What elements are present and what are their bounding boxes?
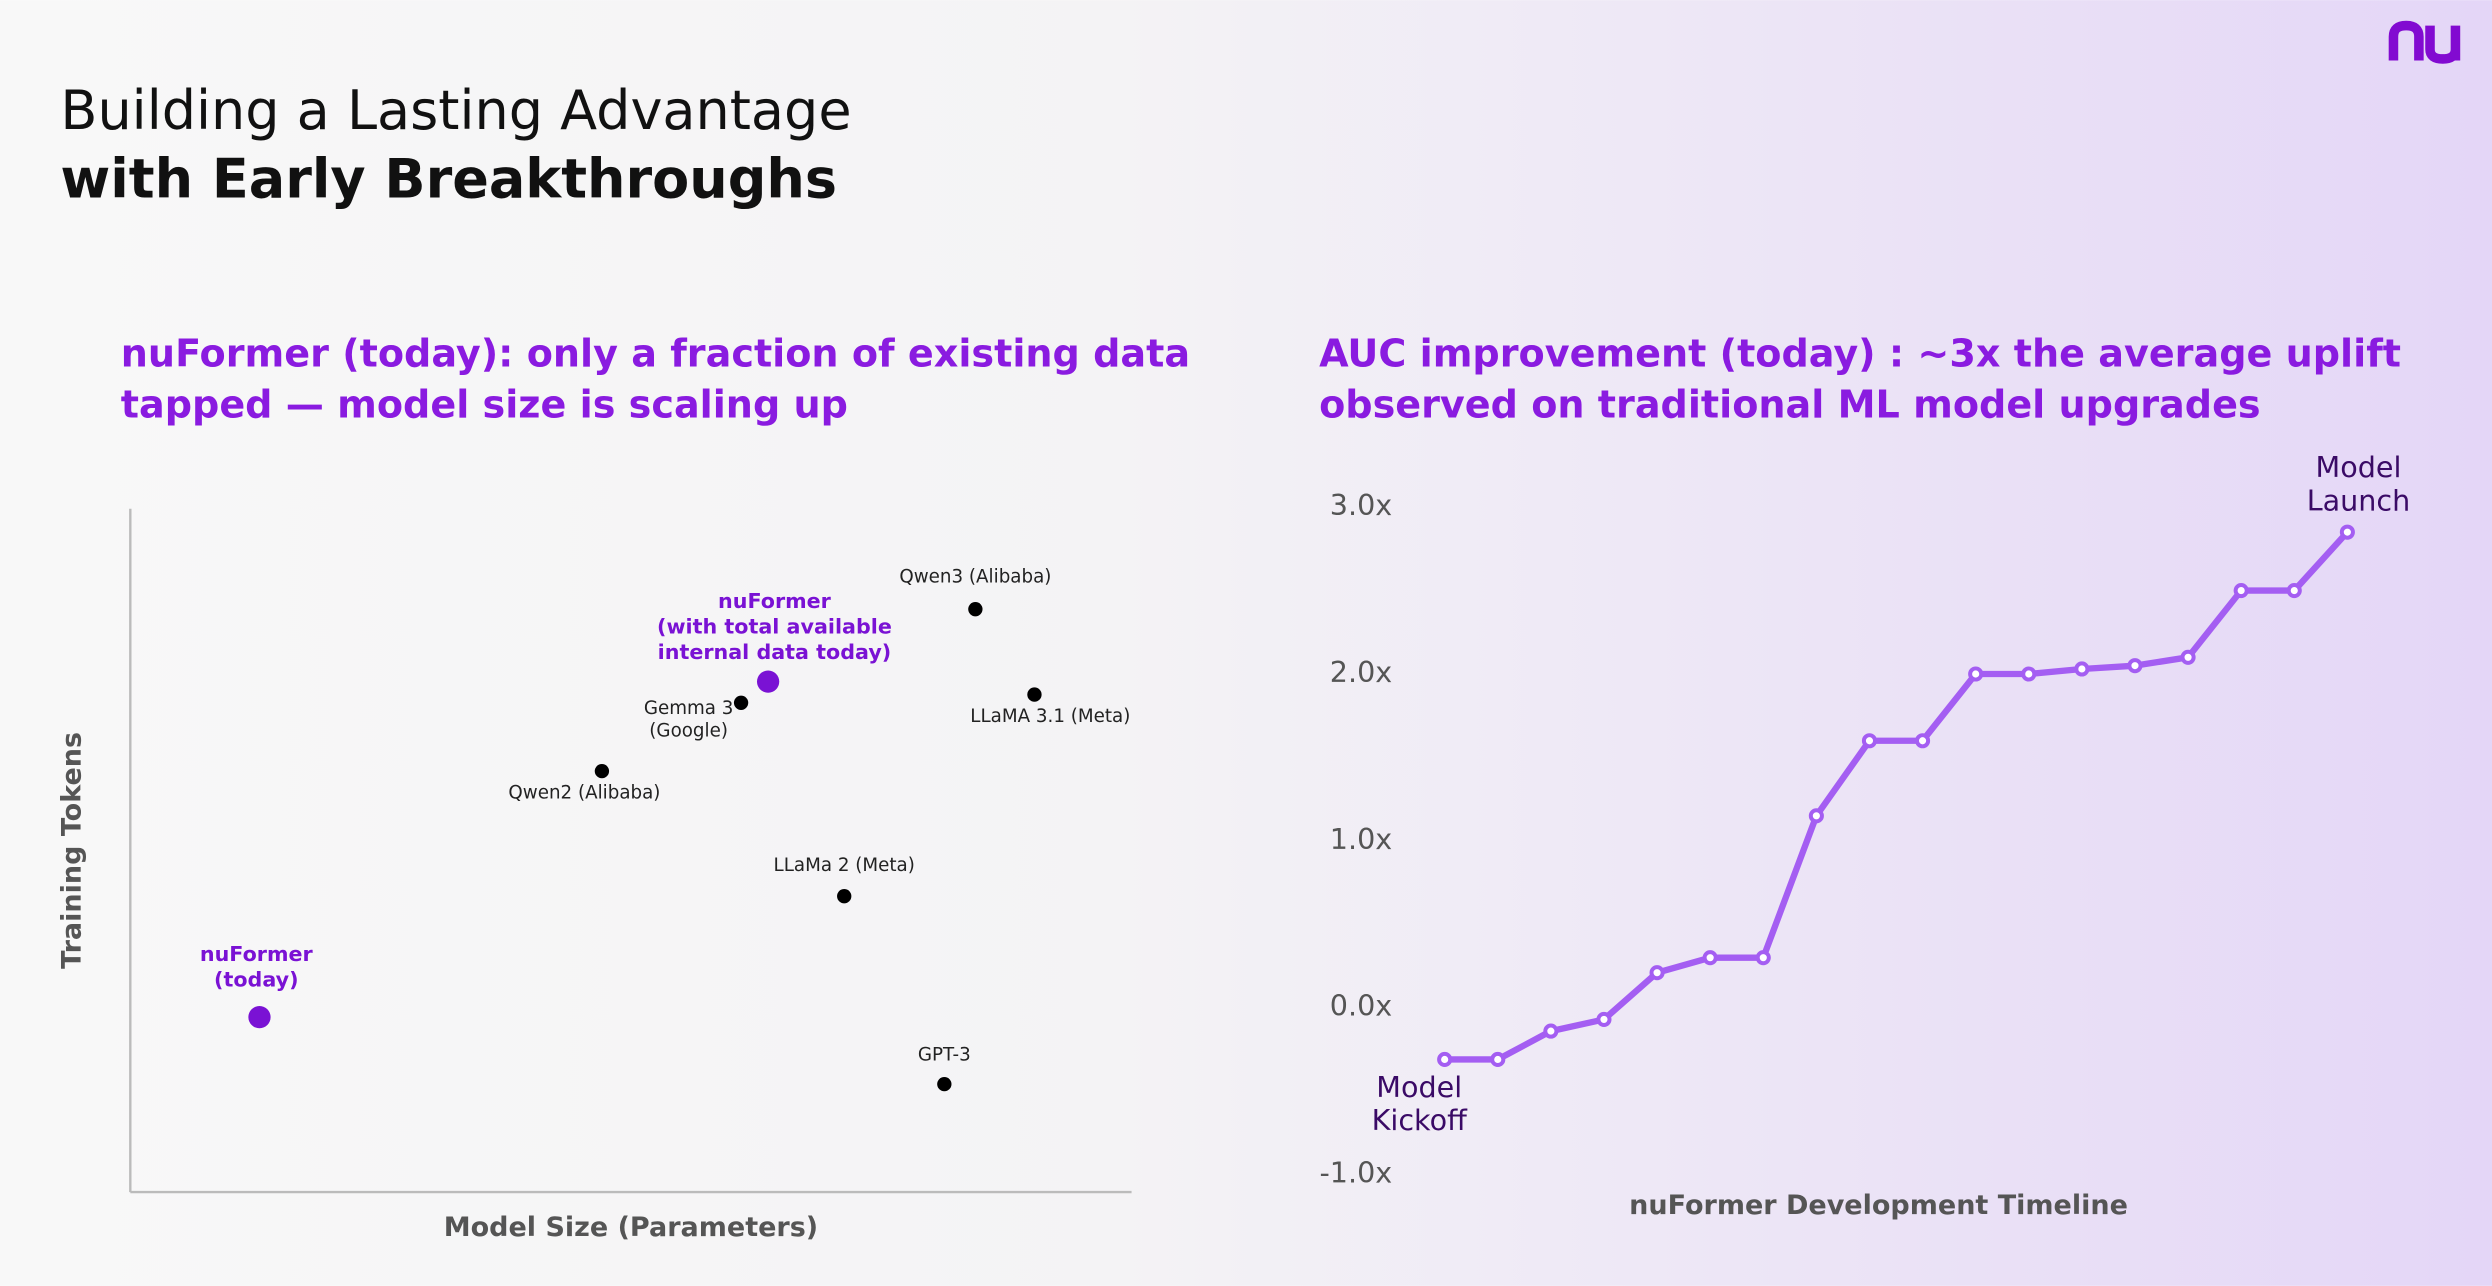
annotation: Kickoff [1372,1103,1468,1137]
scatter-point [733,695,749,710]
annotation: Model [2316,450,2402,484]
chart-title: nuFormer (today): only a fraction of exi… [121,332,1190,376]
line-point [1543,1023,1559,1039]
title-line: Building a Lasting Advantage [60,79,851,142]
point-label: Gemma 3 [644,698,734,719]
point-label: nuFormer [200,942,314,966]
line-series [1444,530,2350,1063]
y-tick-label: 2.0x [1330,655,1392,689]
scatter-point [1027,687,1042,702]
scatter-point [594,763,610,779]
point-label: GPT-3 [918,1045,971,1066]
scatter-point [248,1006,271,1029]
line-point [1649,965,1665,981]
line-point [2286,583,2302,599]
point-label: (with total available [657,615,892,639]
point-label: (Google) [649,720,728,741]
point-label: internal data today) [658,640,892,664]
line-point [2180,649,2196,665]
logo [2388,20,2461,64]
title-line: with Early Breakthroughs [60,148,837,211]
y-tick-label: 0.0x [1330,989,1392,1023]
scatter-point [837,889,852,904]
y-axis-label: Training Tokens [57,732,88,969]
point-label: (today) [214,968,299,992]
line-point [2339,524,2355,540]
point-label: LLaMa 2 (Meta) [774,855,915,876]
annotation: Launch [2307,483,2411,517]
x-axis-label: Model Size (Parameters) [444,1212,818,1243]
line-point [2233,583,2249,599]
line-point [1490,1051,1506,1068]
scatter-point [937,1076,952,1092]
line-point [2021,666,2037,682]
line-point [1755,950,1771,966]
x-axis-label: nuFormer Development Timeline [1629,1190,2128,1221]
line-point [1808,808,1824,824]
annotation: Model [1376,1070,1462,1104]
line-point [1915,733,1931,749]
point-label: LLaMA 3.1 (Meta) [970,706,1130,727]
line-point [2074,661,2090,677]
chart-title: tapped — model size is scaling up [121,382,848,426]
chart-title: AUC improvement (today) : ~3x the averag… [1319,332,2401,376]
scatter-point [756,670,780,693]
y-tick-label: 1.0x [1330,822,1392,856]
scatter-point [968,602,983,617]
line-point [1596,1011,1612,1027]
point-label: nuFormer [718,589,832,613]
line-point [1968,666,1984,682]
chart-title: observed on traditional ML model upgrade… [1319,382,2261,426]
line-point [1861,733,1878,749]
line-point [1702,950,1718,966]
point-label: Qwen2 (Alibaba) [508,782,660,803]
line-point [1437,1051,1453,1068]
point-label: Qwen3 (Alibaba) [899,566,1051,587]
line-point [2127,658,2143,674]
y-tick-label: -1.0x [1319,1156,1392,1190]
y-tick-label: 3.0x [1330,488,1392,522]
